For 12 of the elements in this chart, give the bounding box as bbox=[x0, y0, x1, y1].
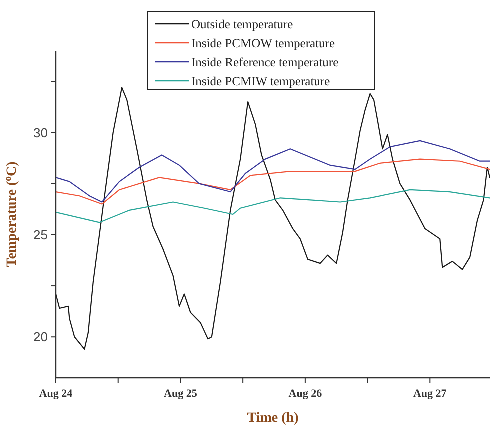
legend-label: Inside PCMOW temperature bbox=[192, 36, 336, 50]
legend-label: Inside Reference temperature bbox=[192, 55, 340, 70]
x-tick-label: Aug 26 bbox=[288, 388, 323, 400]
x-tick-label: Aug 24 bbox=[39, 388, 74, 400]
legend-label: Inside PCMIW temperature bbox=[192, 74, 331, 88]
legend-label: Outside temperature bbox=[192, 17, 294, 32]
x-axis-title: Time (h) bbox=[247, 411, 300, 426]
x-tick-label: Aug 25 bbox=[164, 388, 198, 400]
y-tick-label: 30 bbox=[34, 125, 48, 140]
x-tick-label: Aug 27 bbox=[413, 388, 448, 400]
y-tick-label: 25 bbox=[34, 227, 48, 242]
y-tick-label: 20 bbox=[34, 330, 48, 345]
